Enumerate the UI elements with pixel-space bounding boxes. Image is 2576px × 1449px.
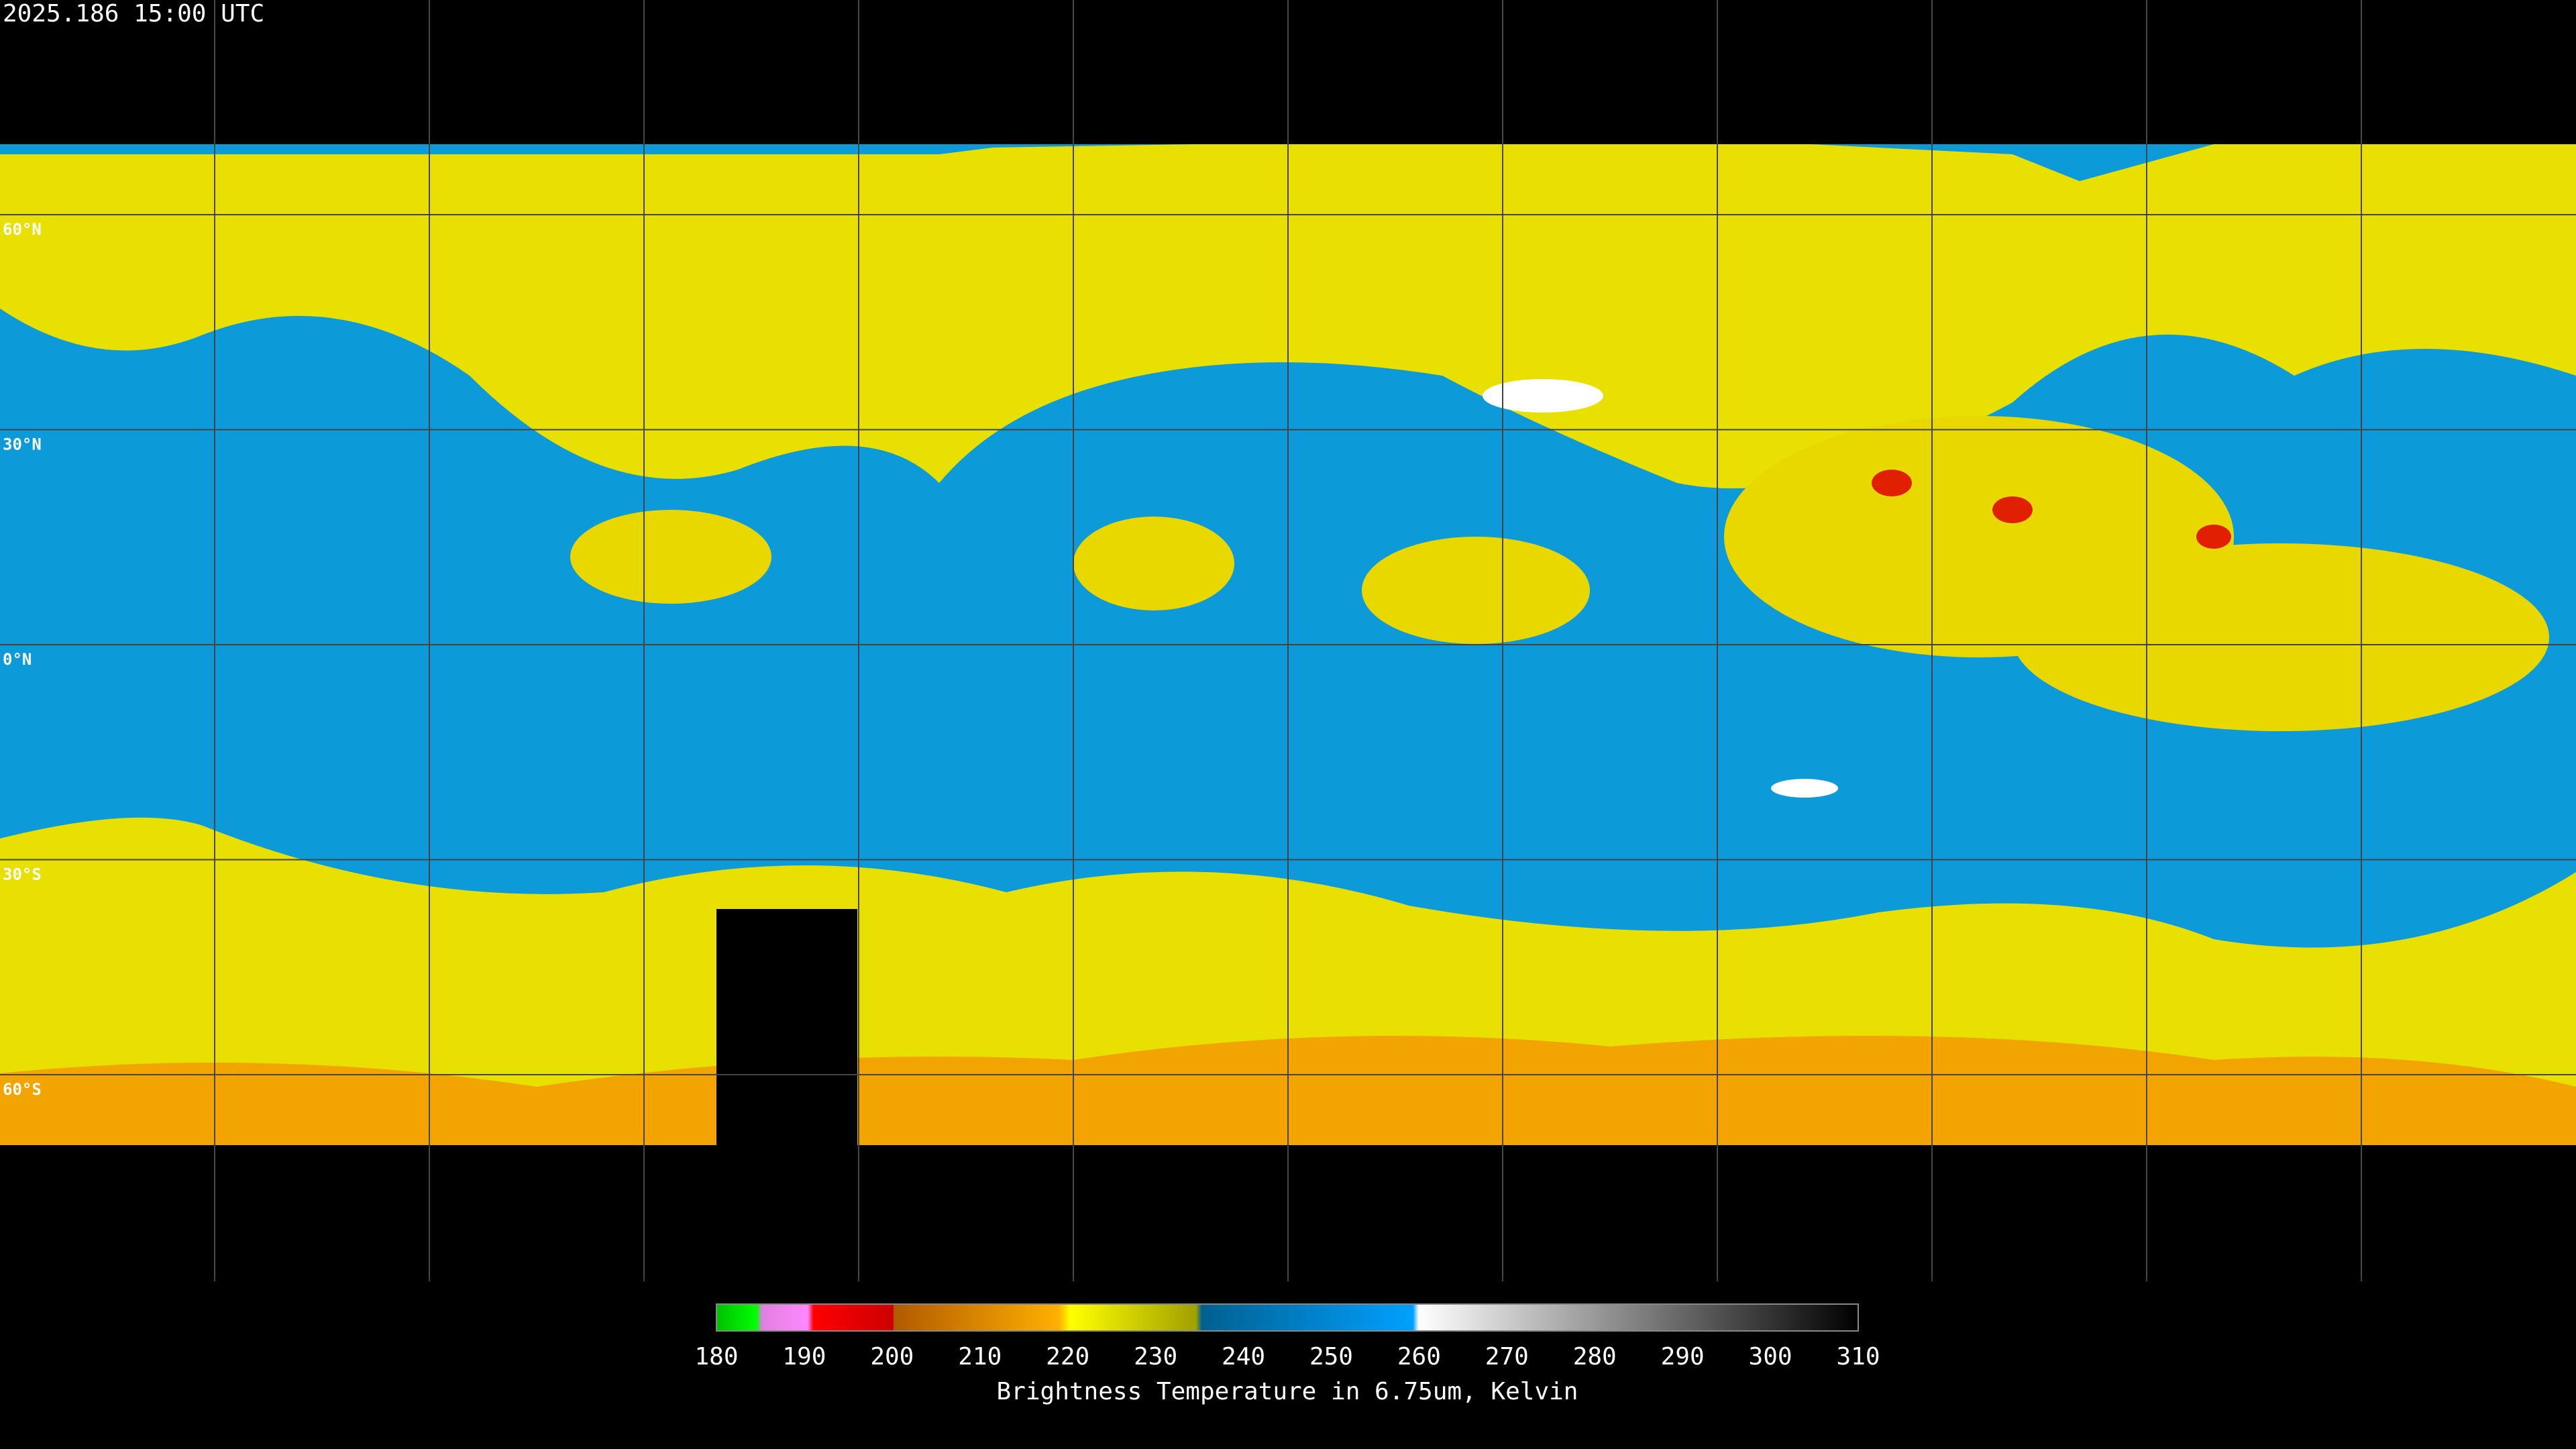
colorbar-tick-label: 270 bbox=[1485, 1343, 1529, 1371]
colorbar-tick-label: 220 bbox=[1046, 1343, 1089, 1371]
colorbar-label: Brightness Temperature in 6.75um, Kelvin bbox=[997, 1378, 1578, 1405]
colorbar-tick-label: 250 bbox=[1309, 1343, 1353, 1371]
lat-label: 60°N bbox=[3, 220, 42, 239]
colorbar-tick-label: 180 bbox=[694, 1343, 738, 1371]
timestamp: 2025.186 15:00 UTC bbox=[3, 0, 264, 28]
colorbar bbox=[716, 1303, 1859, 1332]
colorbar-tick-label: 230 bbox=[1134, 1343, 1177, 1371]
colorbar-tick-label: 240 bbox=[1222, 1343, 1265, 1371]
graticule bbox=[0, 0, 2576, 1281]
lat-label: 30°N bbox=[3, 435, 42, 454]
lat-label: 0°N bbox=[3, 650, 32, 669]
lat-label: 60°S bbox=[3, 1080, 42, 1099]
lat-label: 30°S bbox=[3, 865, 42, 884]
colorbar-tick-label: 200 bbox=[870, 1343, 914, 1371]
colorbar-tick-label: 260 bbox=[1397, 1343, 1441, 1371]
colorbar-tick-label: 190 bbox=[782, 1343, 826, 1371]
colorbar-tick-label: 210 bbox=[958, 1343, 1002, 1371]
colorbar-tick-label: 310 bbox=[1836, 1343, 1880, 1371]
colorbar-tick-label: 280 bbox=[1573, 1343, 1617, 1371]
colorbar-tick-label: 290 bbox=[1661, 1343, 1705, 1371]
colorbar-tick-label: 300 bbox=[1749, 1343, 1792, 1371]
